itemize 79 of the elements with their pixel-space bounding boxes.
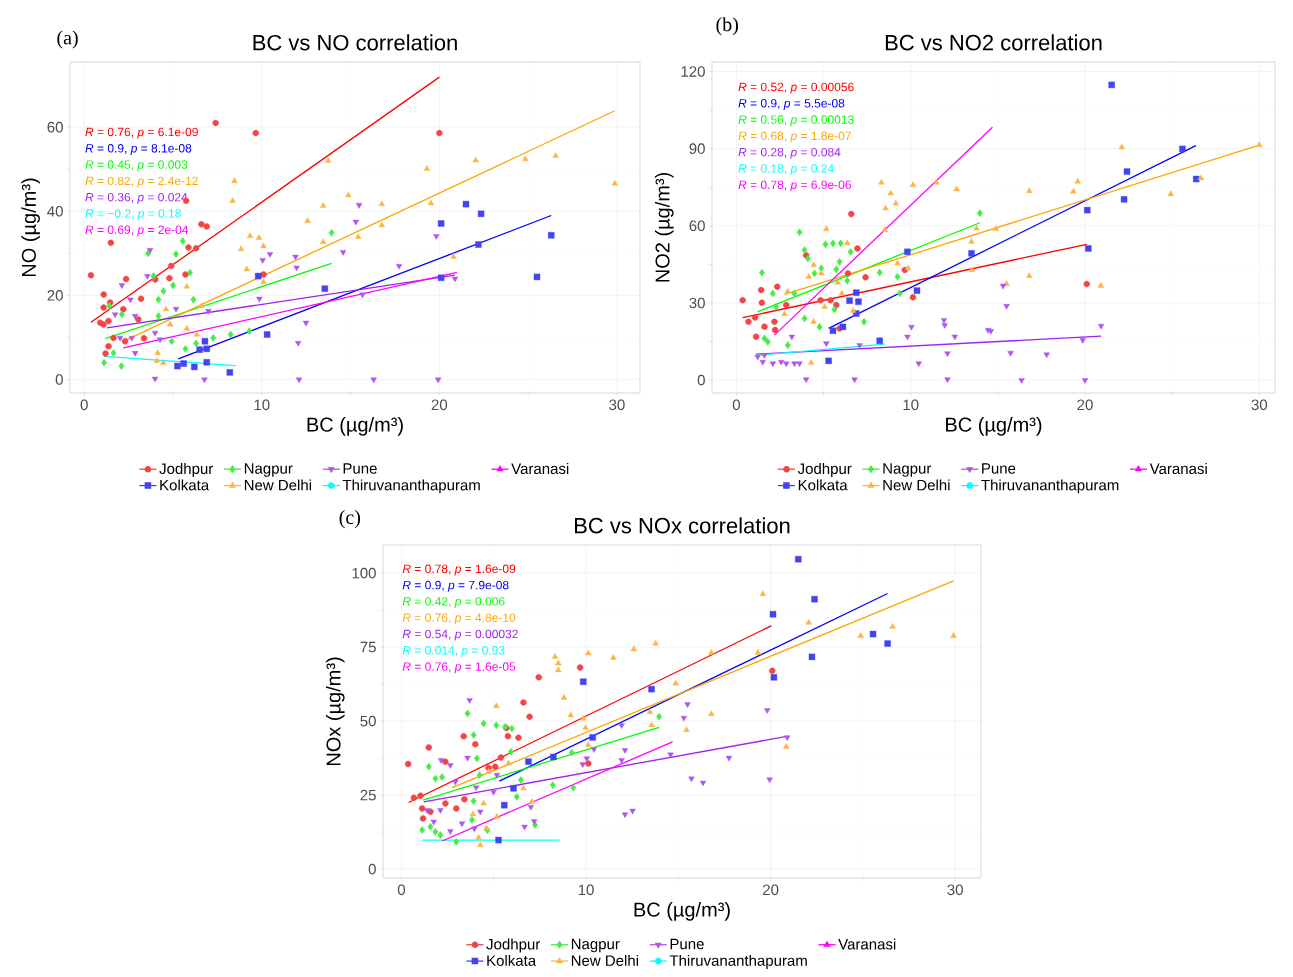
legend-label: Nagpur [244,463,293,477]
y-axis-title: NOx (µg/m³) [325,657,345,766]
y-tick-label: 25 [360,789,376,801]
legend-label: Kolkata [798,479,848,491]
annotation: R = 0.82, p = 2.4e-12 [85,176,198,188]
annotation: R = 0.9, p = 8.1e-08 [85,144,192,155]
x-tick-label: 10 [903,399,919,411]
y-axis-title: NO (µg/m³) [21,178,40,277]
annotation: R = 0.76, p = 6.1e-09 [85,127,198,139]
legend-label: Varanasi [838,938,896,950]
x-tick-label: 30 [1251,399,1268,411]
annotation: R = 0.18, p = 0.24 [738,164,834,176]
annotation: R = 0.76, p = 4.8e-10 [402,613,516,625]
y-tick-label: 60 [689,220,705,232]
y-tick-label: 90 [689,143,705,154]
legend-label: New Delhi [244,479,311,491]
y-axis-title: NO2 (µg/m³) [654,172,674,282]
y-tick-label: 50 [360,715,376,727]
legend-label: Jodhpur [797,463,852,477]
annotation: R = 0.014, p = 0.93 [402,646,505,657]
x-tick-label: 20 [763,884,779,896]
chart-title: BC vs NO2 correlation [885,34,1102,51]
legend-label: Nagpur [883,463,932,477]
x-tick-label: 30 [947,884,963,896]
annotation: R = 0.52, p = 0.00056 [738,82,854,94]
legend-label: Thiruvananthapuram [342,479,480,494]
legend-label: New Delhi [883,479,950,491]
annotation: R = 0.76, p = 1.6e-05 [402,662,516,674]
y-tick-label: 100 [352,567,376,579]
legend-label: Jodhpur [159,463,214,477]
annotation: R = 0.68, p = 1.8e-07 [738,131,851,143]
y-tick-label: 75 [360,641,376,653]
annotation: R = 0.69, p = 2e-04 [85,225,189,237]
x-tick-label: 0 [732,399,740,411]
y-tick-label: 20 [47,290,63,301]
x-tick-label: 20 [431,399,448,411]
text: (c) [339,510,361,529]
annotation: R = 0.45, p = 0.003 [85,160,188,172]
y-tick-label: 60 [47,121,63,133]
legend-label: Thiruvananthapuram [669,954,807,969]
annotation: R = 0.42, p = 0.006 [402,597,505,608]
text: (a) [57,30,78,49]
annotation: R = 0.56, p = 0.00013 [738,115,854,127]
legend-label: Varanasi [1149,463,1207,475]
x-tick-label: 0 [397,884,406,896]
x-axis-title: BC (µg/m³) [634,902,730,921]
y-tick-label: 30 [689,297,705,309]
legend-label: Kolkata [160,479,210,491]
y-tick-label: 0 [368,863,376,875]
x-tick-label: 0 [80,399,88,411]
chart-title: BC vs NO correlation [253,34,457,51]
legend-label: Nagpur [571,938,620,953]
annotation: R = 0.78, p = 1.6e-09 [402,564,516,576]
legend-label: Pune [982,463,1016,474]
x-tick-label: 10 [578,884,594,896]
text: (b) [716,17,738,36]
x-tick-label: 10 [254,399,270,411]
annotation: R = 0.9, p = 5.5e-08 [738,99,845,110]
annotation: R = 0.54, p = 0.00032 [402,629,518,641]
legend-label: Pune [670,938,704,950]
chart-title: BC vs NOx correlation [575,517,790,534]
x-tick-label: 20 [1077,399,1093,411]
annotation: R = 0.28, p = 0.084 [738,147,841,159]
annotation: R = 0.78, p = 6.9e-06 [738,180,851,192]
annotation: R = 0.9, p = 7.9e-08 [402,580,509,592]
legend-label: Jodhpur [486,938,541,953]
y-tick-label: 120 [681,66,705,77]
legend-label: New Delhi [571,954,638,966]
legend-label: Thiruvananthapuram [981,479,1119,494]
y-tick-label: 40 [47,205,63,217]
legend-label: Pune [343,463,377,474]
y-tick-label: 0 [697,374,705,386]
annotation: R = −0.2, p = 0.18 [85,209,181,221]
x-axis-title: BC (µg/m³) [307,417,403,436]
x-tick-label: 30 [609,399,625,411]
y-tick-label: 0 [55,374,63,385]
legend-label: Kolkata [487,954,537,966]
legend-label: Varanasi [511,463,569,475]
x-axis-title: BC (µg/m³) [946,417,1042,436]
